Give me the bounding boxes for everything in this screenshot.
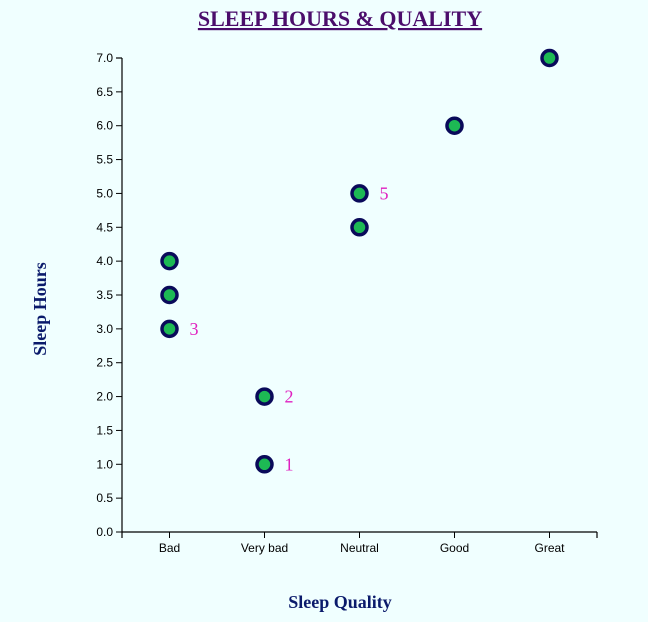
- data-point: [162, 288, 177, 303]
- data-point-label: 3: [190, 319, 199, 339]
- y-tick-label: 6.0: [96, 119, 113, 133]
- y-tick-label: 6.5: [96, 85, 113, 99]
- x-tick-label: Good: [440, 541, 469, 555]
- data-point: [352, 220, 367, 235]
- data-point-label: 5: [380, 183, 389, 203]
- data-point: [162, 254, 177, 269]
- y-tick-label: 0.5: [96, 491, 113, 505]
- chart-title: SLEEP HOURS & QUALITY: [198, 6, 482, 31]
- data-point-label: 1: [285, 454, 294, 474]
- y-tick-label: 4.0: [96, 254, 113, 268]
- y-tick-label: 1.5: [96, 423, 113, 437]
- y-tick-label: 7.0: [96, 51, 113, 65]
- y-tick-label: 5.0: [96, 186, 113, 200]
- y-tick-label: 3.5: [96, 288, 113, 302]
- data-point: [257, 389, 272, 404]
- y-tick-label: 4.5: [96, 220, 113, 234]
- y-tick-label: 2.0: [96, 390, 113, 404]
- y-tick-label: 2.5: [96, 356, 113, 370]
- data-point: [257, 457, 272, 472]
- points-group: 1 2 3 5: [162, 51, 557, 475]
- data-point: [162, 321, 177, 336]
- y-tick-label: 5.5: [96, 153, 113, 167]
- x-tick-label: Great: [534, 541, 565, 555]
- x-tick-label: Very bad: [241, 541, 288, 555]
- x-tick-label: Bad: [159, 541, 180, 555]
- data-point: [447, 118, 462, 133]
- data-point-label: 2: [285, 387, 294, 407]
- y-tick-label: 1.0: [96, 457, 113, 471]
- x-axis-title: Sleep Quality: [288, 592, 392, 612]
- y-tick-label: 3.0: [96, 322, 113, 336]
- data-point: [542, 51, 557, 66]
- data-point: [352, 186, 367, 201]
- y-axis-title: Sleep Hours: [30, 262, 50, 356]
- y-tick-label: 0.0: [96, 525, 113, 539]
- x-tick-label: Neutral: [340, 541, 379, 555]
